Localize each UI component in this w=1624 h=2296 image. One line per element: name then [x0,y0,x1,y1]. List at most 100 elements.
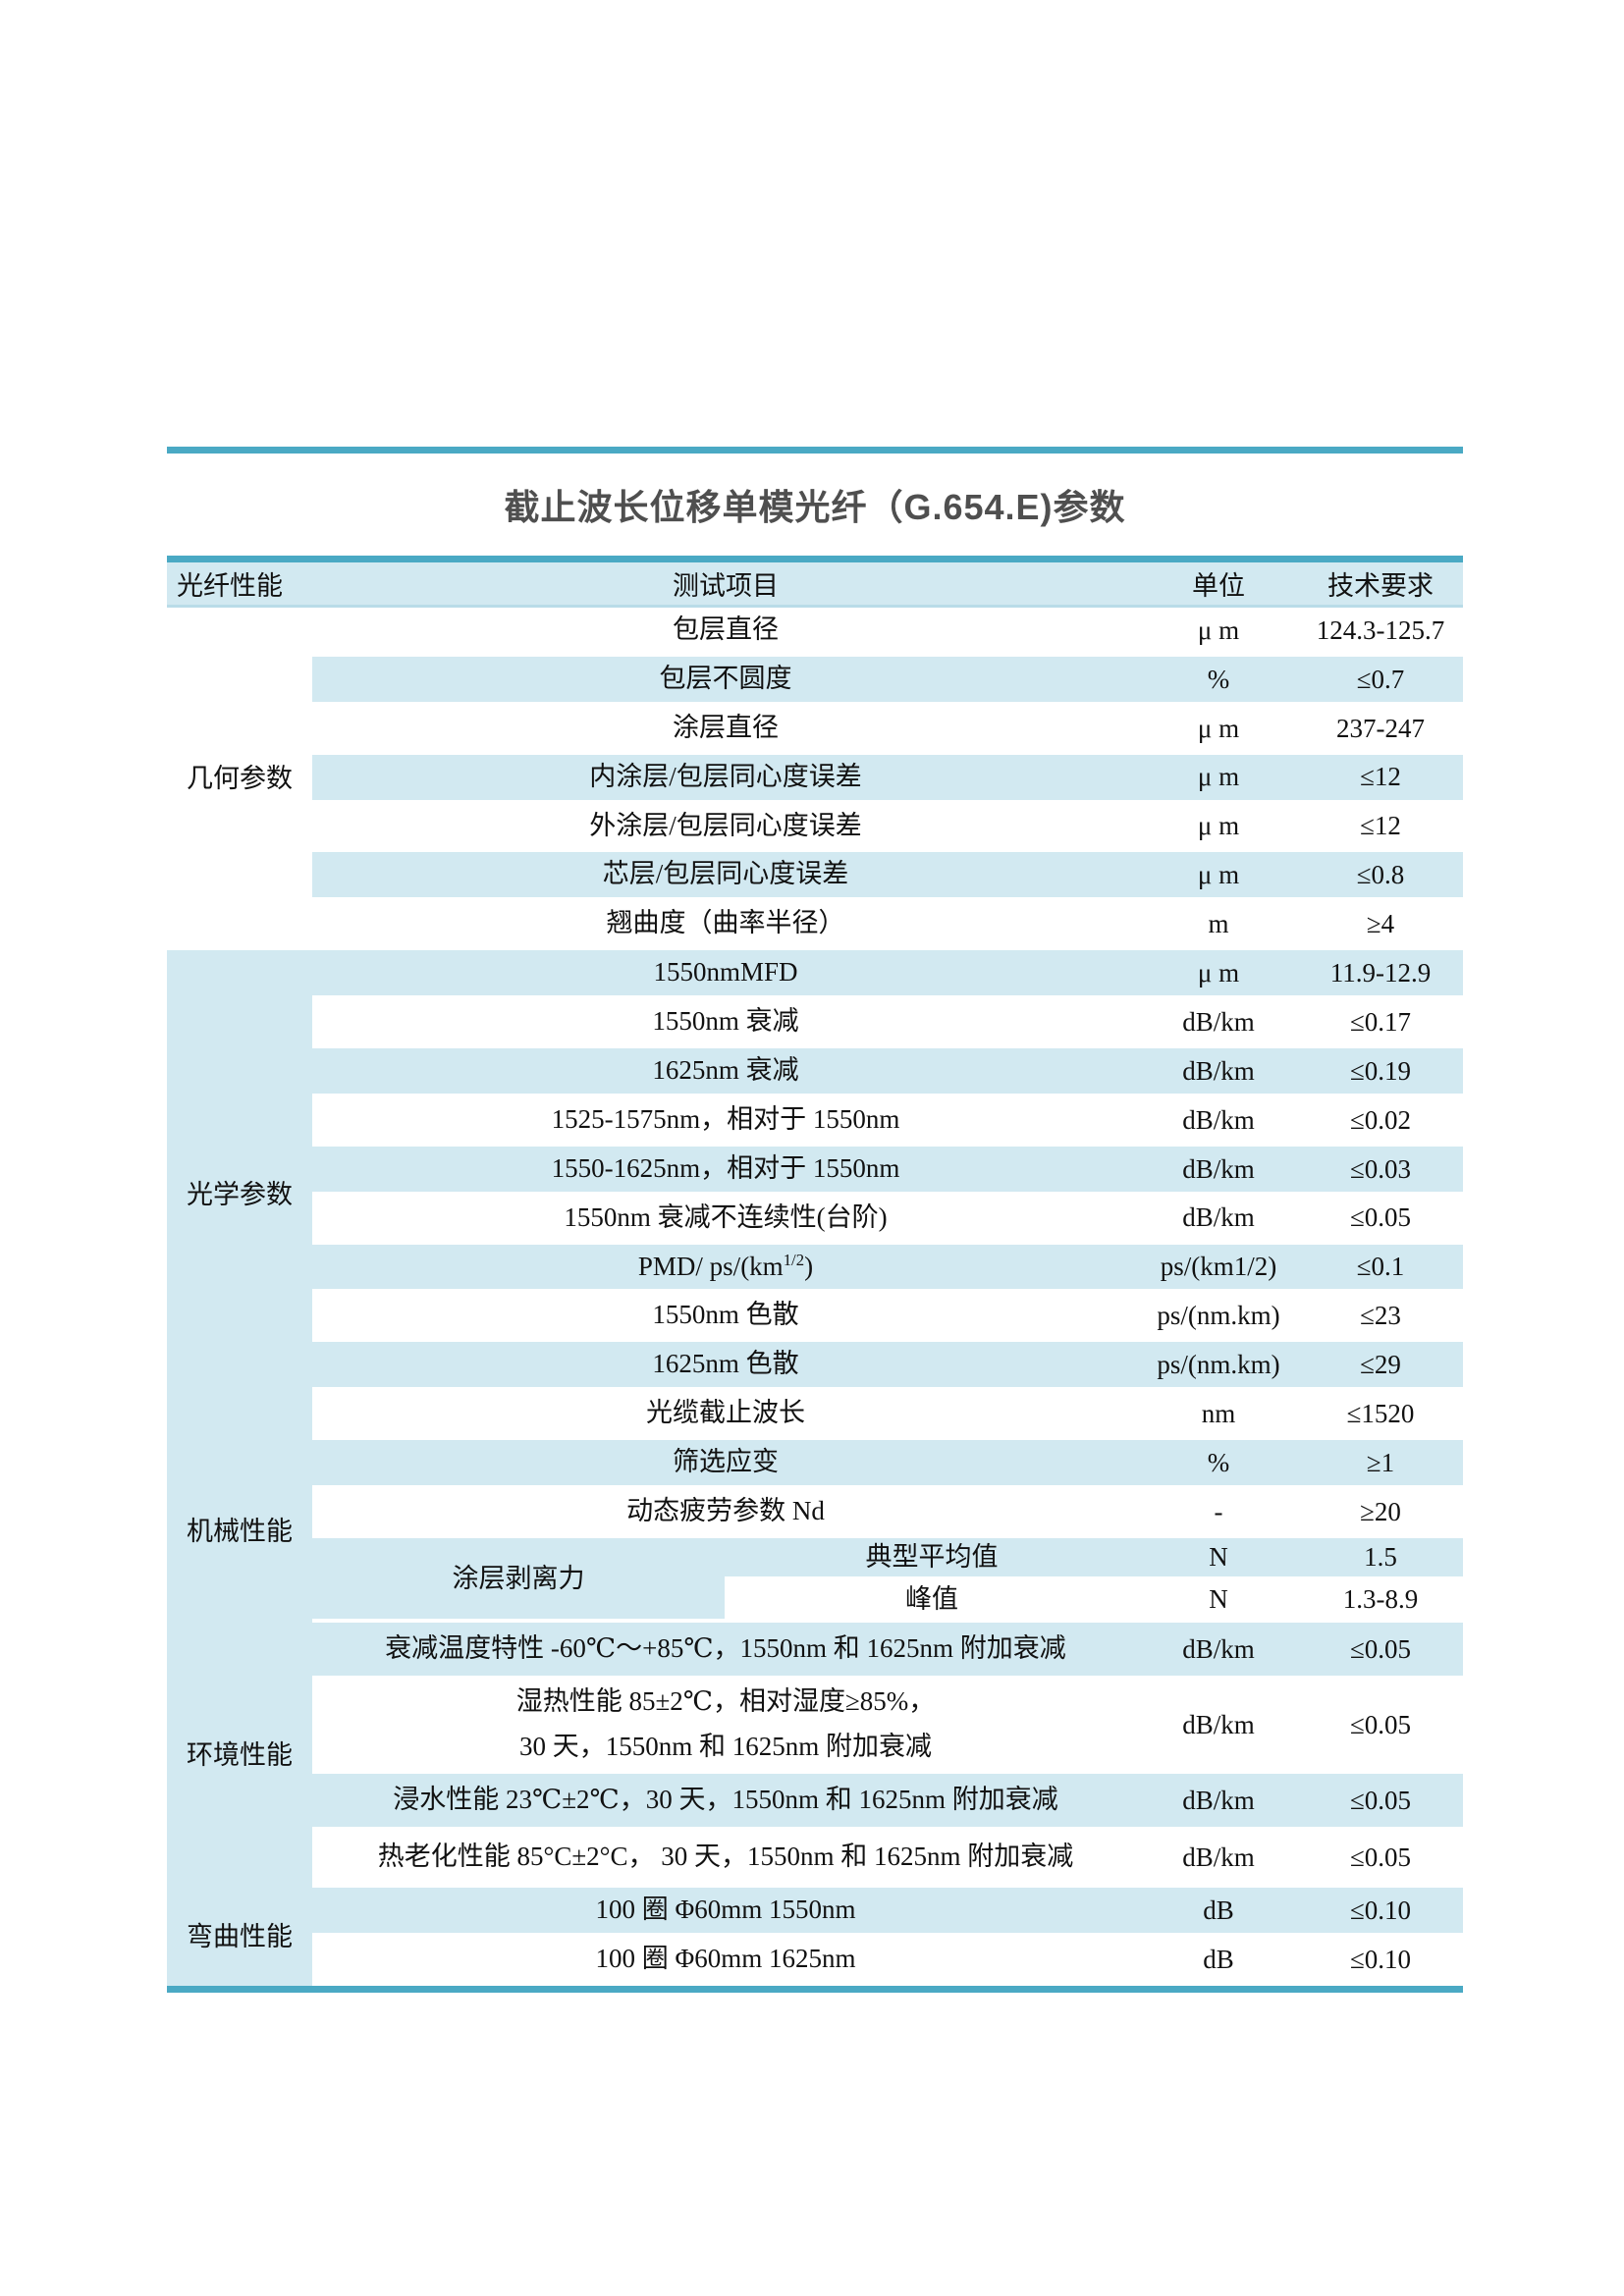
cell-requirement: ≤0.02 [1298,1097,1463,1147]
cell-item: 浸水性能 23℃±2℃，30 天，1550nm 和 1625nm 附加衰减 [312,1773,1139,1831]
cell-unit: dB/km [1139,1622,1298,1680]
cell-unit: m [1139,901,1298,951]
cell-unit: - [1139,1489,1298,1538]
cell-requirement: 1.3-8.9 [1298,1580,1463,1623]
table-row: 机械性能 筛选应变% ≥1 [167,1440,1463,1623]
cell-item: 1525-1575nm，相对于 1550nm [312,1097,1139,1147]
cell-item: 涂层直径 [312,706,1139,755]
cell-unit: % [1139,656,1298,706]
table-row: 1550nm 衰减不连续性(台阶) dB/km ≤0.05 [167,1196,1463,1245]
cell-item: 翘曲度（曲率半径） [312,901,1139,951]
cell-item: 包层不圆度 [312,656,1139,706]
table-row: 1550nm 衰减 dB/km ≤0.17 [167,999,1463,1049]
cell-unit: μ m [1139,706,1298,755]
cell-requirement: ≤12 [1298,804,1463,853]
cell-item: 1550nmMFD [312,950,1139,1000]
cell-requirement: 11.9-12.9 [1298,950,1463,1000]
cell-item: 1625nm 色散 [312,1342,1139,1392]
cell-subitem: 峰值 [725,1580,1139,1623]
page-title: 截止波长位移单模光纤（G.654.E)参数 [504,487,1126,527]
cell-category: 弯曲性能 [167,1887,312,1986]
cell-requirement: ≤0.10 [1298,1937,1463,1986]
cell-requirement: ≤0.05 [1298,1680,1463,1774]
cell-unit: nm [1139,1391,1298,1441]
cell-requirement: ≤0.17 [1298,999,1463,1049]
cell-requirement: ≥20 [1298,1489,1463,1538]
header-item: 测试项目 [312,556,1139,608]
cell-unit: dB/km [1139,1831,1298,1888]
cell-requirement: ≤0.1 [1298,1244,1463,1294]
table-row: 100 圈 Φ60mm 1625nm dB ≤0.10 [167,1937,1463,1986]
table-row: 动态疲劳参数 Nd - ≥20 [167,1489,1463,1538]
table-row: 包层不圆度% ≤0.7 [167,656,1463,706]
cell-requirement: ≥4 [1298,901,1463,951]
cell-subitem: 典型平均值 [725,1537,1139,1580]
cell-requirement: ≤0.05 [1298,1773,1463,1831]
table-row: PMD/ ps/(km1/2) ps/(km1/2) ≤0.1 [167,1244,1463,1294]
table-row: 光学参数 1550nmMFD μ m 11.9-12.9 [167,950,1463,1441]
cell-requirement: 124.3-125.7 [1298,608,1463,657]
cell-unit: dB [1139,1887,1298,1937]
cell-unit: dB/km [1139,1146,1298,1196]
header-unit: 单位 [1139,556,1298,608]
header-requirement: 技术要求 [1298,556,1463,608]
cell-item: 外涂层/包层同心度误差 [312,804,1139,853]
cell-requirement: ≤12 [1298,754,1463,804]
item-text-line: 湿热性能 85±2℃，相对湿度≥85%， [515,1686,936,1717]
cell-item: 衰减温度特性 -60℃～+85℃，1550nm 和 1625nm 附加衰减 [312,1622,1139,1680]
cell-split-label: 涂层剥离力 [312,1537,725,1623]
table-row: 外涂层/包层同心度误差 μ m ≤12 [167,804,1463,853]
spec-table: 光纤性能 测试项目 单位 技术要求 几何参数 包层直径 μ m 124.3-125.7… [167,556,1463,1993]
cell-unit: dB/km [1139,1773,1298,1831]
cell-requirement: ≤0.10 [1298,1887,1463,1937]
cell-unit: μ m [1139,804,1298,853]
cell-unit: dB [1139,1937,1298,1986]
cell-item: 筛选应变 [312,1440,1139,1490]
table-row: 浸水性能 23℃±2℃，30 天，1550nm 和 1625nm 附加衰减 dB/… [167,1773,1463,1831]
table-row: 1625nm 色散 ps/(nm.km) ≤29 [167,1342,1463,1392]
cell-unit: ps/(km1/2) [1139,1244,1298,1294]
item-text-segment: 1/2 [783,1250,805,1269]
document-content: 截止波长位移单模光纤（G.654.E)参数 光纤性能 测试项目 单位 技术要求 … [167,447,1463,1993]
item-text-segment: ) [804,1251,814,1281]
cell-requirement: ≤29 [1298,1342,1463,1392]
cell-item: 包层直径 [312,608,1139,657]
cell-item: 动态疲劳参数 Nd [312,1489,1139,1538]
cell-unit: dB/km [1139,1680,1298,1774]
table-row: 内涂层/包层同心度误差 μ m ≤12 [167,754,1463,804]
item-text-line: 30 天，1550nm 和 1625nm 附加衰减 [518,1731,932,1761]
cell-unit: dB/km [1139,1048,1298,1097]
cell-requirement: 237-247 [1298,706,1463,755]
table-row: 涂层直径 μ m 237-247 [167,706,1463,755]
table-row: 芯层/包层同心度误差 μ m ≤0.8 [167,852,1463,902]
table-row: 翘曲度（曲率半径） m ≥4 [167,901,1463,951]
cell-category: 光学参数 [167,950,312,1441]
table-row: 涂层剥离力 典型平均值 N 1.5 [167,1537,1463,1623]
cell-requirement: ≤0.03 [1298,1146,1463,1196]
cell-unit: ps/(nm.km) [1139,1342,1298,1392]
cell-item: 1625nm 衰减 [312,1048,1139,1097]
table-row: 弯曲性能 100 圈 Φ60mm 1550nm dB ≤0.10 [167,1887,1463,1986]
cell-requirement: ≤1520 [1298,1391,1463,1441]
table-row: 1550nm 色散 ps/(nm.km) ≤23 [167,1293,1463,1343]
cell-requirement: ≥1 [1298,1440,1463,1490]
cell-requirement: ≤0.05 [1298,1831,1463,1888]
cell-unit: dB/km [1139,1097,1298,1147]
cell-item: 热老化性能 85°C±2°C， 30 天，1550nm 和 1625nm 附加衰… [312,1831,1139,1888]
table-row: 1550-1625nm，相对于 1550nm dB/km ≤0.03 [167,1146,1463,1196]
cell-item: 1550nm 色散 [312,1293,1139,1343]
cell-requirement: ≤0.7 [1298,656,1463,706]
table-row: 光缆截止波长 nm ≤1520 [167,1391,1463,1441]
cell-item: 1550nm 衰减不连续性(台阶) [312,1196,1139,1245]
header-category: 光纤性能 [167,556,312,608]
cell-requirement: ≤0.8 [1298,852,1463,902]
cell-category: 几何参数 [167,608,312,951]
table-row: 1525-1575nm，相对于 1550nm dB/km ≤0.02 [167,1097,1463,1147]
cell-requirement: 1.5 [1298,1537,1463,1580]
cell-item: 1550nm 衰减 [312,999,1139,1049]
cell-item: 100 圈 Φ60mm 1625nm [312,1937,1139,1986]
cell-unit: μ m [1139,950,1298,1000]
cell-requirement: ≤23 [1298,1293,1463,1343]
